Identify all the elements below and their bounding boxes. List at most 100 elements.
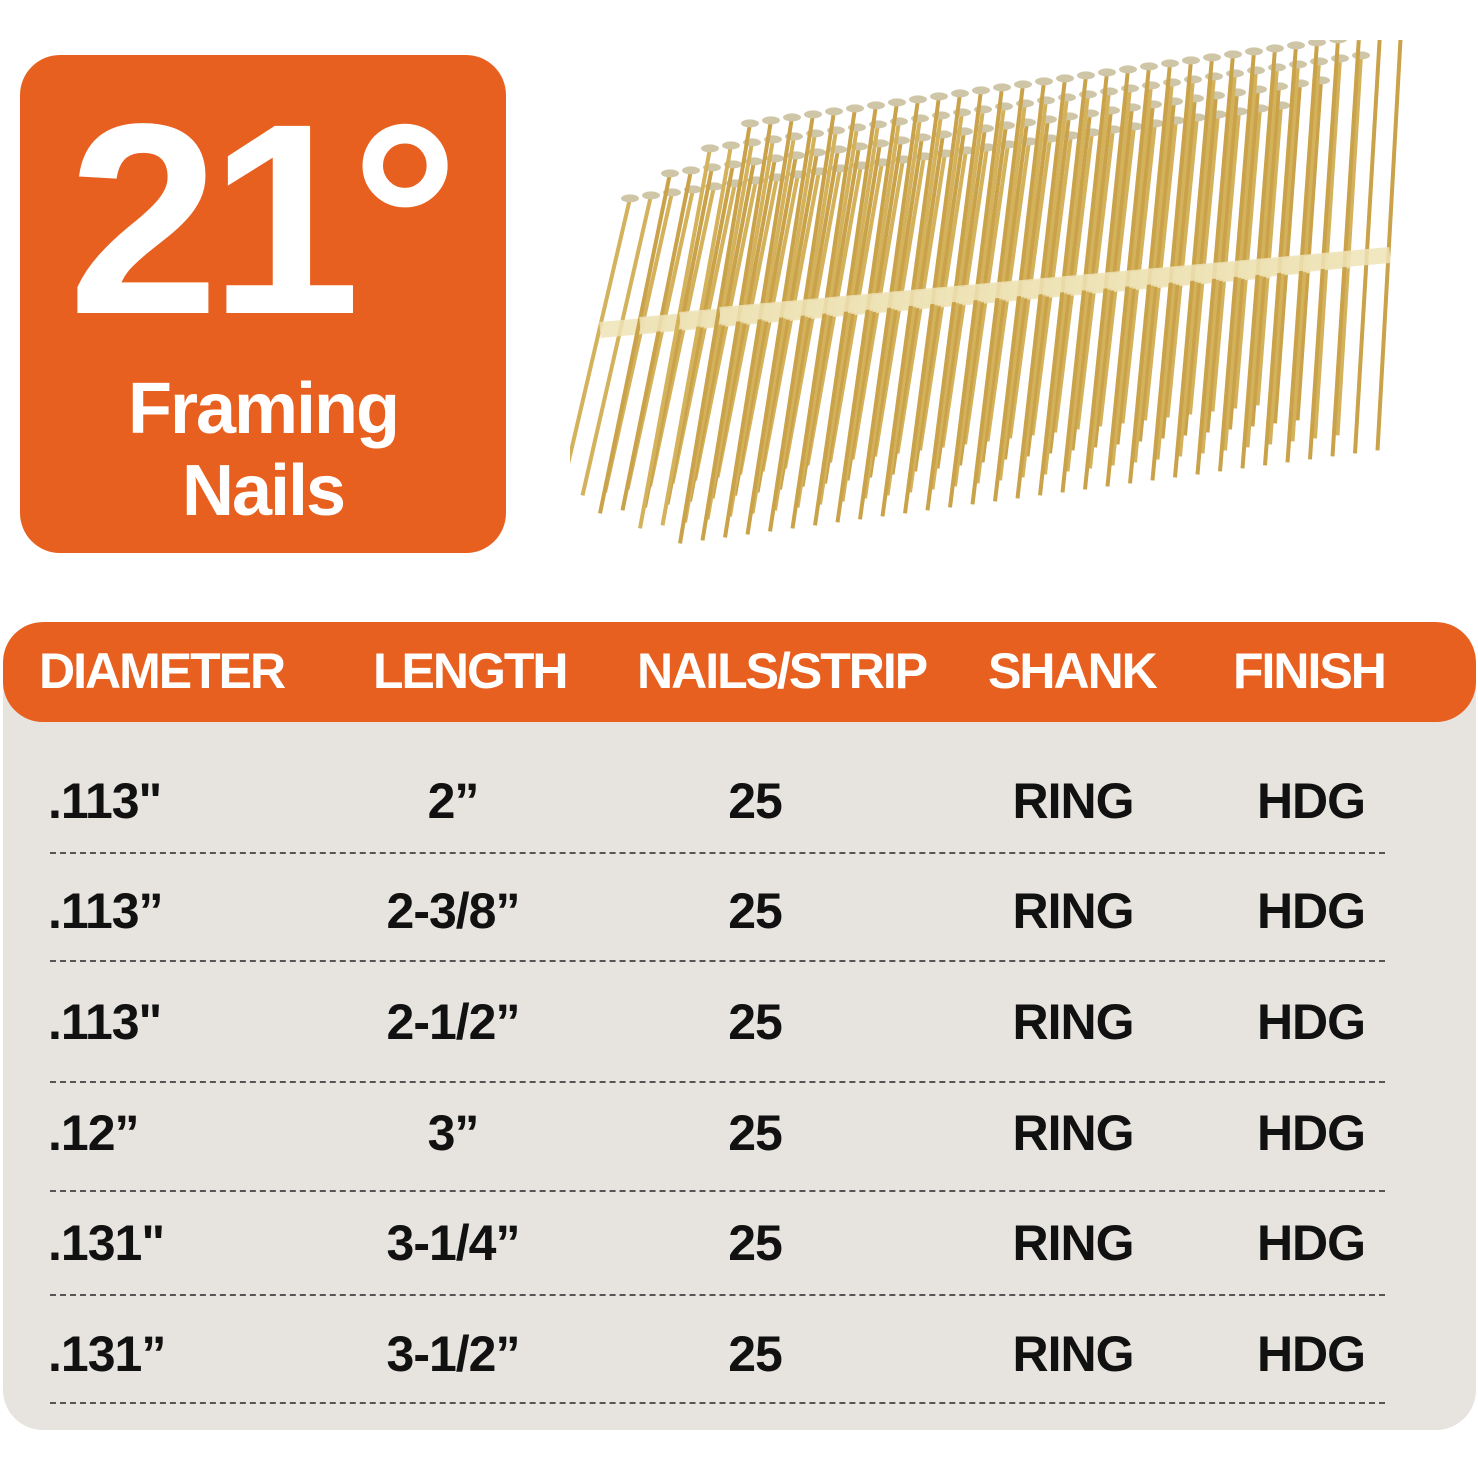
- cell-nails-strip: 25: [728, 773, 783, 829]
- nail: [840, 121, 901, 502]
- nail-head: [804, 110, 822, 119]
- badge-line-2: Nails: [181, 451, 346, 531]
- header-diameter: DIAMETER: [39, 643, 286, 699]
- nail: [1250, 86, 1281, 427]
- nail: [858, 99, 920, 520]
- nail: [1375, 40, 1403, 451]
- nail: [1335, 55, 1363, 436]
- nail-head: [1205, 72, 1223, 81]
- nail-head: [1247, 66, 1265, 75]
- nail-head: [1014, 80, 1032, 89]
- cell-diameter: .113”: [48, 883, 164, 939]
- nail-head: [642, 191, 660, 200]
- nail-head: [951, 89, 969, 98]
- header-length: LENGTH: [373, 643, 569, 699]
- nail-head: [1119, 65, 1137, 74]
- table-row: .113" 2” 25 RING HDG: [3, 774, 1476, 884]
- header-nails-strip: NAILS/STRIP: [637, 643, 928, 699]
- nail-head: [1098, 68, 1116, 77]
- nail: [790, 108, 857, 529]
- nail-head: [972, 86, 990, 95]
- nail: [733, 155, 798, 496]
- spec-table: DIAMETER LENGTH NAILS/STRIP SHANK FINISH…: [3, 622, 1476, 1430]
- nail-head: [1163, 78, 1181, 87]
- nail-head: [846, 104, 864, 113]
- nail: [638, 148, 712, 529]
- nail-head: [1287, 41, 1305, 50]
- nail: [1330, 40, 1361, 457]
- nail-head: [1289, 60, 1307, 69]
- cell-diameter: .12”: [48, 1105, 140, 1161]
- cell-nails-strip: 25: [728, 1215, 783, 1271]
- nail-head: [783, 113, 801, 122]
- nail: [1353, 40, 1382, 454]
- nail-head: [1245, 47, 1263, 56]
- nail-head: [621, 194, 639, 203]
- nail-strip: [678, 40, 1403, 544]
- table-row: .113" 2-1/2” 25 RING HDG: [3, 995, 1476, 1105]
- nail: [768, 111, 836, 532]
- nail: [723, 117, 794, 538]
- nail: [795, 127, 859, 508]
- nail-head: [1224, 50, 1242, 59]
- nail-head: [741, 119, 759, 128]
- cell-finish: HDG: [1256, 994, 1366, 1050]
- nail: [800, 146, 861, 487]
- nail: [1273, 83, 1302, 424]
- nail-head: [1226, 69, 1244, 78]
- cell-nails-strip: 25: [728, 1326, 783, 1382]
- cell-shank: RING: [1012, 1326, 1135, 1382]
- nail: [813, 105, 878, 526]
- nail: [745, 114, 815, 535]
- cell-finish: HDG: [1256, 1326, 1366, 1382]
- cell-nails-strip: 25: [728, 1105, 783, 1161]
- nail: [1308, 40, 1340, 460]
- nail: [705, 139, 775, 520]
- nail-head: [1184, 75, 1202, 84]
- cell-nails-strip: 25: [728, 883, 783, 939]
- row-divider: [50, 852, 1385, 854]
- cell-diameter: .131”: [48, 1326, 166, 1382]
- nail-head: [701, 144, 719, 153]
- nail-head: [1203, 53, 1221, 62]
- cell-finish: HDG: [1256, 883, 1366, 939]
- cell-diameter: .113": [48, 994, 162, 1050]
- nail: [660, 145, 733, 526]
- nail-head: [1056, 74, 1074, 83]
- nail: [1210, 111, 1241, 412]
- cell-length: 3”: [427, 1105, 480, 1161]
- table-row: .131” 3-1/2” 25 RING HDG: [3, 1327, 1476, 1430]
- row-divider: [50, 1190, 1385, 1192]
- cell-shank: RING: [1012, 994, 1135, 1050]
- row-divider: [50, 1294, 1385, 1296]
- nail-head: [682, 166, 700, 175]
- nail-head: [1035, 77, 1053, 86]
- cell-shank: RING: [1012, 1105, 1135, 1161]
- nail-head: [1182, 56, 1200, 65]
- nail: [580, 194, 653, 496]
- nail: [1228, 89, 1260, 430]
- nail-head: [1140, 62, 1158, 71]
- nail: [1233, 108, 1262, 409]
- nail: [1245, 67, 1279, 448]
- nail: [598, 172, 672, 514]
- nail-head: [867, 101, 885, 110]
- table-row: .131" 3-1/4” 25 RING HDG: [3, 1216, 1476, 1326]
- nail: [678, 123, 752, 544]
- nail-head: [661, 169, 679, 178]
- cell-nails-strip: 25: [728, 994, 783, 1050]
- nail: [1240, 48, 1277, 469]
- nail: [1295, 80, 1323, 421]
- cell-shank: RING: [1012, 883, 1135, 939]
- header-shank: SHANK: [988, 643, 1158, 699]
- badge-line-1: Framing: [127, 369, 400, 449]
- cell-length: 2-3/8”: [386, 883, 521, 939]
- nail: [620, 170, 693, 511]
- cell-diameter: .113": [48, 773, 162, 829]
- cell-finish: HDG: [1256, 773, 1366, 829]
- nail-head: [1352, 51, 1370, 60]
- nail-head: [1266, 44, 1284, 53]
- angle-label: 21°: [68, 67, 459, 371]
- nail: [835, 102, 899, 523]
- nail: [683, 142, 754, 523]
